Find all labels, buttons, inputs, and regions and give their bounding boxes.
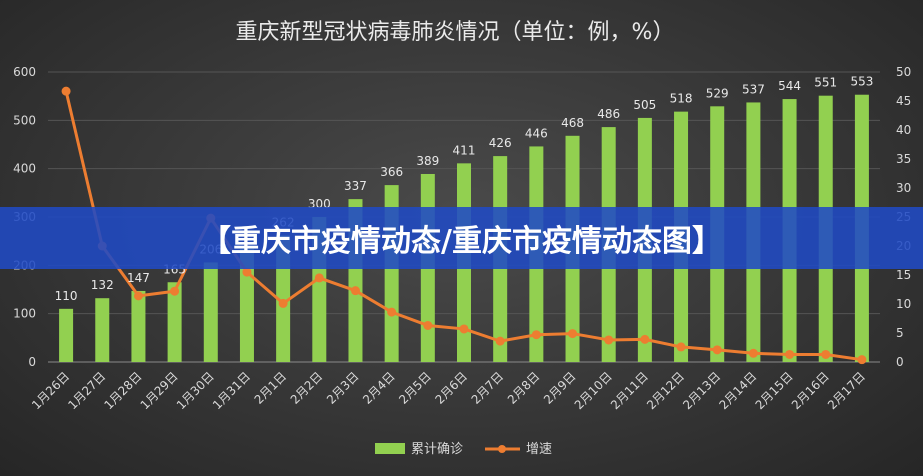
line-point bbox=[604, 335, 614, 345]
x-tick-label: 1月27日 bbox=[65, 369, 108, 412]
bar-data-label: 468 bbox=[561, 116, 584, 130]
line-point bbox=[785, 349, 795, 359]
x-tick-label: 1月30日 bbox=[174, 369, 217, 412]
legend-label-line: 增速 bbox=[526, 442, 552, 457]
x-tick-label: 2月5日 bbox=[396, 369, 434, 407]
line-point bbox=[133, 291, 143, 301]
bar-data-label: 147 bbox=[127, 271, 150, 285]
x-tick-label: 2月7日 bbox=[469, 369, 507, 407]
y-left-tick-label: 600 bbox=[13, 65, 36, 79]
y-right-tick-label: 30 bbox=[896, 181, 911, 195]
x-tick-label: 1月26日 bbox=[29, 369, 72, 412]
x-tick-label: 2月15日 bbox=[753, 369, 796, 412]
y-right-tick-label: 5 bbox=[896, 326, 904, 340]
legend-swatch-marker bbox=[498, 445, 506, 453]
line-point bbox=[387, 307, 397, 317]
y-right-tick-label: 45 bbox=[896, 94, 911, 108]
y-right-tick-label: 35 bbox=[896, 152, 911, 166]
overlay-banner: 【重庆市疫情动态/重庆市疫情动态图】 bbox=[0, 207, 923, 269]
legend-swatch-bar bbox=[375, 443, 405, 454]
y-left-tick-label: 0 bbox=[28, 355, 36, 369]
bar-data-label: 446 bbox=[525, 126, 548, 140]
bar-data-label: 337 bbox=[344, 179, 367, 193]
x-tick-label: 2月6日 bbox=[432, 369, 470, 407]
x-tick-label: 2月13日 bbox=[680, 369, 723, 412]
line-point bbox=[712, 345, 722, 355]
line-point bbox=[423, 320, 433, 330]
x-tick-label: 2月11日 bbox=[608, 369, 651, 412]
bar-data-label: 518 bbox=[670, 92, 693, 106]
chart-title: 重庆新型冠状病毒肺炎情况（单位：例，%） bbox=[236, 20, 675, 45]
line-point bbox=[170, 286, 180, 296]
bar-data-label: 529 bbox=[706, 86, 729, 100]
x-tick-label: 2月10日 bbox=[572, 369, 615, 412]
y-right-tick-label: 0 bbox=[896, 355, 904, 369]
y-right-tick-label: 15 bbox=[896, 268, 911, 282]
x-tick-label: 2月4日 bbox=[360, 369, 398, 407]
x-tick-label: 2月3日 bbox=[324, 369, 362, 407]
line-point bbox=[676, 342, 686, 352]
line-point bbox=[61, 86, 71, 96]
x-tick-label: 1月29日 bbox=[138, 369, 181, 412]
x-tick-label: 2月17日 bbox=[825, 369, 868, 412]
line-point bbox=[278, 298, 288, 308]
x-tick-label: 2月12日 bbox=[644, 369, 687, 412]
x-tick-label: 1月28日 bbox=[101, 369, 144, 412]
x-tick-label: 2月16日 bbox=[789, 369, 832, 412]
bar-data-label: 389 bbox=[416, 154, 439, 168]
line-point bbox=[821, 349, 831, 359]
bar-data-label: 110 bbox=[55, 289, 78, 303]
y-right-tick-label: 50 bbox=[896, 65, 911, 79]
bar-data-label: 553 bbox=[850, 75, 873, 89]
banner-title: 【重庆市疫情动态/重庆市疫情动态图】 bbox=[201, 224, 722, 259]
bar-data-label: 132 bbox=[91, 278, 114, 292]
y-left-tick-label: 100 bbox=[13, 307, 36, 321]
line-point bbox=[495, 336, 505, 346]
line-point bbox=[568, 329, 578, 339]
bar bbox=[167, 282, 182, 362]
x-tick-label: 1月31日 bbox=[210, 369, 253, 412]
y-left-tick-label: 500 bbox=[13, 113, 36, 127]
bar bbox=[131, 290, 146, 362]
y-left-tick-label: 400 bbox=[13, 162, 36, 176]
x-tick-label: 2月8日 bbox=[505, 369, 543, 407]
line-point bbox=[531, 330, 541, 340]
bar-data-label: 505 bbox=[633, 98, 656, 112]
line-point bbox=[314, 273, 324, 283]
x-tick-label: 2月2日 bbox=[288, 369, 326, 407]
line-point bbox=[640, 334, 650, 344]
bar-data-label: 486 bbox=[597, 107, 620, 121]
x-tick-label: 2月14日 bbox=[716, 369, 759, 412]
bar-data-label: 551 bbox=[814, 76, 837, 90]
line-point bbox=[350, 286, 360, 296]
legend-label-bar: 累计确诊 bbox=[411, 442, 463, 457]
bar-data-label: 366 bbox=[380, 165, 403, 179]
bar bbox=[59, 308, 74, 362]
bar-data-label: 411 bbox=[453, 143, 476, 157]
y-right-tick-label: 10 bbox=[896, 297, 911, 311]
bar bbox=[203, 262, 218, 362]
data-labels: 1101321471652062623003373663894114264464… bbox=[55, 75, 874, 303]
x-axis: 1月26日1月27日1月28日1月29日1月30日1月31日2月1日2月2日2月… bbox=[29, 369, 868, 412]
bar-data-label: 426 bbox=[489, 136, 512, 150]
bar-data-label: 544 bbox=[778, 79, 801, 93]
line-point bbox=[748, 348, 758, 358]
line-point bbox=[242, 267, 252, 277]
bar-data-label: 537 bbox=[742, 82, 765, 96]
legend: 累计确诊 增速 bbox=[375, 442, 552, 457]
x-tick-label: 2月1日 bbox=[252, 369, 290, 407]
line-point bbox=[857, 355, 867, 365]
y-right-tick-label: 40 bbox=[896, 123, 911, 137]
bar bbox=[95, 298, 110, 362]
line-point bbox=[459, 324, 469, 334]
